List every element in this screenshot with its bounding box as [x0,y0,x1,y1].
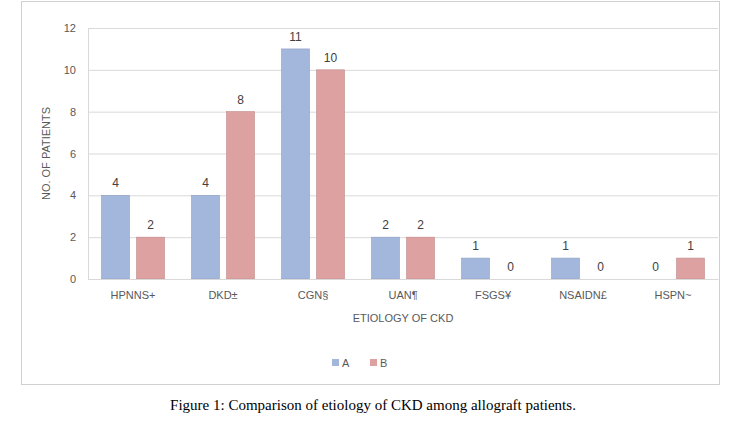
legend-item: B [370,357,387,369]
data-label: 10 [324,51,338,65]
data-label: 8 [237,93,244,107]
x-axis: HPNNS+ DKD± CGN§ UAN¶ FSGS¥ NSAIDN£ HSPN~ [89,279,719,301]
bar [462,258,490,279]
grid [88,29,718,280]
y-axis: 0 2 4 6 8 10 12 [64,22,89,285]
y-tick-label: 12 [64,22,76,34]
data-label: 0 [597,260,604,274]
bar [136,237,164,279]
bar [192,195,220,279]
y-tick-label: 6 [70,148,76,160]
bar [406,237,434,279]
bar [496,279,524,280]
y-tick: 6 [70,148,88,160]
x-tick: UAN¶ [388,279,417,301]
x-tick-label: HPNNS+ [111,289,156,301]
y-tick-label: 4 [70,189,76,201]
title: Figure 1: Comparison of etiology of CKD … [170,397,576,413]
legend-swatch [370,359,377,366]
y-tick: 10 [64,64,88,76]
data-label: 0 [652,260,659,274]
x-tick-label: NSAIDN£ [559,289,607,301]
x-tick: CGN§ [298,279,329,301]
bars [102,49,705,279]
x-tick-label: DKD± [208,289,237,301]
x-tick-label: CGN§ [298,289,329,301]
data-label: 2 [382,218,389,232]
data-label: 1 [687,239,694,253]
y-tick: 0 [70,273,88,285]
x-axis-line [89,279,719,280]
grid-line [88,237,718,238]
y-tick: 2 [70,231,88,243]
x-tick: FSGS¥ [475,279,512,301]
bar [372,237,400,279]
data-label: 2 [147,218,154,232]
x-tick-label: HSPN~ [655,289,692,301]
data-label: 11 [289,30,302,44]
grid-line [88,112,718,113]
y-tick-label: 2 [70,231,76,243]
bar [642,279,670,280]
y-axis-line [88,29,89,280]
x-tick-label: UAN¶ [388,289,417,301]
data-label: 1 [562,239,569,253]
y-tick-label: 0 [70,273,76,285]
y-tick-label: 8 [70,106,76,118]
x-tick-label: FSGS¥ [475,289,512,301]
bar [226,112,254,279]
bar [676,258,704,279]
x-tick: HPNNS+ [111,279,156,301]
data-label: 0 [507,260,514,274]
data-label: 4 [202,176,209,190]
bar [316,70,344,279]
y-tick-label: 10 [64,64,76,76]
legend-label: A [342,357,350,369]
legend-label: B [380,357,387,369]
grid-line [88,154,718,155]
grid-line [88,195,718,196]
chart-frame [22,2,720,385]
data-label: 4 [112,176,119,190]
legend-item: A [332,357,350,369]
y-tick: 8 [70,106,88,118]
y-axis-title: NO. OF PATIENTS [40,107,52,200]
grid-line [88,279,718,280]
x-tick: NSAIDN£ [559,279,607,301]
bar [282,49,310,279]
grid-line [88,70,718,71]
data-label: 2 [417,218,424,232]
grid-line [88,28,718,29]
bar [552,258,580,279]
chart: 024681012HPNNS+DKD±CGN§UAN¶FSGS¥NSAIDN£H… [0,0,746,424]
data-label: 1 [472,239,479,253]
legend-swatch [332,359,339,366]
bar [102,195,130,279]
data-labels: 4411211028102001 [112,30,694,274]
x-axis-title: ETIOLOGY OF CKD [353,312,454,324]
y-tick: 4 [70,189,88,201]
x-tick: HSPN~ [655,279,692,301]
y-tick: 12 [64,22,88,34]
legend: AB [332,357,387,369]
x-tick: DKD± [208,279,237,301]
bar [586,279,614,280]
